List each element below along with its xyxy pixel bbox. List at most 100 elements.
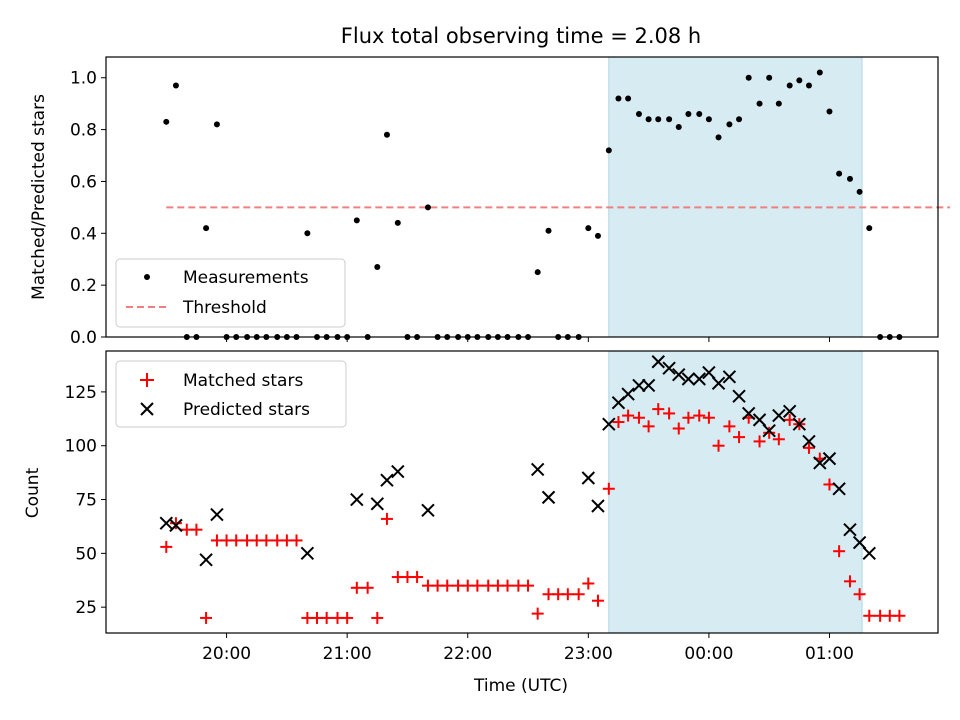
measurement-point: [666, 116, 673, 123]
predicted-star-point: [862, 546, 876, 561]
measurement-point: [705, 116, 712, 123]
measurement-point: [304, 230, 311, 237]
predicted-star-point: [541, 490, 556, 505]
predicted-star-point: [602, 417, 616, 431]
top-data-layer: [163, 69, 951, 340]
measurement-point: [625, 95, 632, 102]
matched-star-point: [772, 433, 785, 446]
legend-marker-predicted: [140, 402, 154, 416]
predicted-star-point: [741, 406, 756, 421]
top-y-axis: 0.0 0.2 0.4 0.6 0.8 1.0: [70, 69, 106, 348]
top-y-tick-label: 0.4: [70, 224, 97, 244]
matched-star-point: [441, 579, 454, 592]
predicted-star-point: [762, 423, 776, 438]
matched-star-point: [531, 607, 544, 620]
predicted-star-point: [210, 507, 224, 522]
matched-star-point: [652, 403, 665, 416]
matched-star-point: [160, 540, 173, 553]
predicted-star-point: [199, 553, 213, 567]
matched-star-point: [663, 407, 676, 420]
matched-star-point: [169, 517, 182, 530]
top-axes-frame: [105, 56, 939, 338]
predicted-star-point: [380, 473, 394, 487]
measurement-point: [846, 175, 853, 182]
matched-star-point: [612, 416, 625, 429]
predicted-star-point: [732, 389, 746, 403]
predicted-star-point: [370, 497, 385, 511]
measurement-point: [655, 116, 662, 123]
bottom-y-tick-label: 75: [75, 491, 97, 511]
matched-star-point: [350, 581, 363, 594]
matched-star-point: [200, 611, 213, 624]
measurement-point: [594, 232, 601, 239]
measurement-point: [866, 225, 873, 232]
top-y-tick-label: 0.0: [70, 328, 97, 348]
predicted-star-point: [391, 464, 405, 479]
top-legend: Measurements Threshold: [115, 258, 346, 328]
measurement-point: [203, 225, 210, 232]
measurement-point: [545, 227, 552, 234]
matched-star-point: [712, 439, 725, 452]
measurement-point: [615, 95, 622, 102]
matched-star-point: [672, 422, 685, 435]
bottom-legend: Matched stars Predicted stars: [115, 360, 347, 428]
predicted-star-point: [802, 434, 816, 449]
measurement-point: [856, 188, 863, 195]
matched-star-point: [723, 420, 736, 433]
matched-star-point: [702, 411, 715, 424]
bottom-y-axis: 25 50 75 100 125: [65, 383, 106, 618]
predicted-star-point: [300, 546, 315, 561]
predicted-star-point: [813, 456, 827, 470]
top-y-tick-label: 0.2: [70, 276, 97, 296]
predicted-star-point: [632, 378, 646, 393]
chart-title: Flux total observing time = 2.08 h: [341, 24, 701, 48]
measurement-point: [726, 121, 733, 128]
predicted-star-point: [350, 492, 364, 507]
matched-star-point: [602, 482, 615, 495]
predicted-star-point: [752, 413, 767, 427]
predicted-star-point: [621, 387, 635, 401]
bottom-y-tick-label: 50: [75, 544, 97, 564]
measurement-point: [685, 111, 692, 118]
x-tick-label: 23:00: [564, 644, 613, 664]
measurement-point: [374, 264, 381, 270]
predicted-star-point: [692, 372, 706, 386]
measurement-point: [805, 82, 812, 89]
x-tick-label: 21:00: [323, 644, 372, 664]
measurement-point: [353, 217, 360, 224]
predicted-star-point: [772, 408, 786, 423]
x-tick-label: 00:00: [684, 644, 733, 664]
measurement-point: [424, 204, 431, 211]
predicted-star-point: [591, 499, 605, 513]
matched-star-point: [853, 588, 866, 601]
predicted-star-point: [852, 535, 867, 550]
matched-star-point: [733, 431, 746, 444]
matched-star-point: [190, 523, 203, 536]
measurement-point: [745, 74, 752, 81]
matched-star-point: [320, 611, 333, 624]
predicted-star-point: [530, 462, 545, 477]
x-tick-label: 20:00: [202, 644, 251, 664]
top-panel: 0.0 0.2 0.4 0.6 0.8 1.0 Matched/Predicted sta…: [29, 56, 951, 348]
measurement-point: [163, 118, 170, 125]
measurement-point: [696, 111, 703, 118]
measurement-point: [836, 170, 843, 177]
measurement-point: [826, 108, 833, 115]
top-legend-box: [115, 258, 346, 328]
measurement-point: [675, 124, 682, 130]
matched-star-point: [622, 409, 635, 422]
predicted-star-point: [169, 518, 183, 533]
matched-star-point: [290, 534, 303, 547]
matched-star-point: [893, 609, 906, 622]
predicted-star-point: [792, 417, 807, 431]
matched-star-point: [411, 571, 424, 584]
measurement-point: [736, 116, 743, 123]
predicted-star-point: [681, 372, 696, 386]
legend-label-matched: Matched stars: [183, 371, 303, 391]
matched-star-point: [833, 545, 846, 558]
matched-star-point: [501, 579, 514, 592]
bottom-axes-frame: [105, 350, 939, 634]
legend-label-threshold: Threshold: [182, 298, 267, 318]
x-tick-label: 01:00: [805, 644, 854, 664]
bottom-y-axis-label: Count: [23, 467, 43, 518]
